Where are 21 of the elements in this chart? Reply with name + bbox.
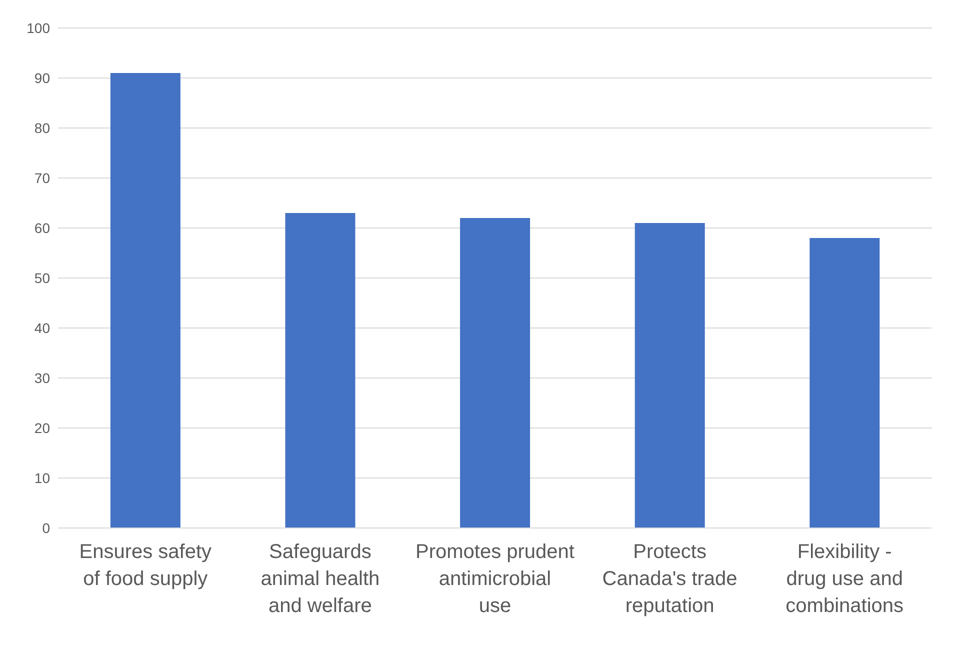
- y-tick-label: 30: [34, 370, 50, 386]
- bar: [810, 238, 880, 528]
- y-tick-label: 50: [34, 270, 50, 286]
- y-tick-label: 0: [42, 520, 50, 536]
- x-tick-label: Safeguards animal health and welfare: [260, 541, 380, 617]
- x-tick-label: Promotes prudent antimicrobial use: [416, 541, 575, 617]
- y-tick-label: 70: [34, 170, 50, 186]
- y-tick-label: 80: [34, 120, 50, 136]
- y-tick-label: 90: [34, 70, 50, 86]
- bar: [634, 223, 705, 528]
- y-tick-label: 10: [34, 470, 50, 486]
- x-tick-label: Flexibility - drug use and combinations: [786, 541, 904, 617]
- bar: [285, 213, 356, 528]
- x-tick-label: Ensures safety of food supply: [79, 541, 212, 590]
- bar: [460, 218, 530, 528]
- x-tick-label: Protects Canada's trade reputation: [602, 541, 738, 617]
- y-tick-label: 100: [26, 20, 50, 36]
- y-tick-label: 20: [34, 420, 50, 436]
- bar: [110, 73, 180, 528]
- y-tick-label: 60: [34, 220, 50, 236]
- y-tick-label: 40: [34, 320, 50, 336]
